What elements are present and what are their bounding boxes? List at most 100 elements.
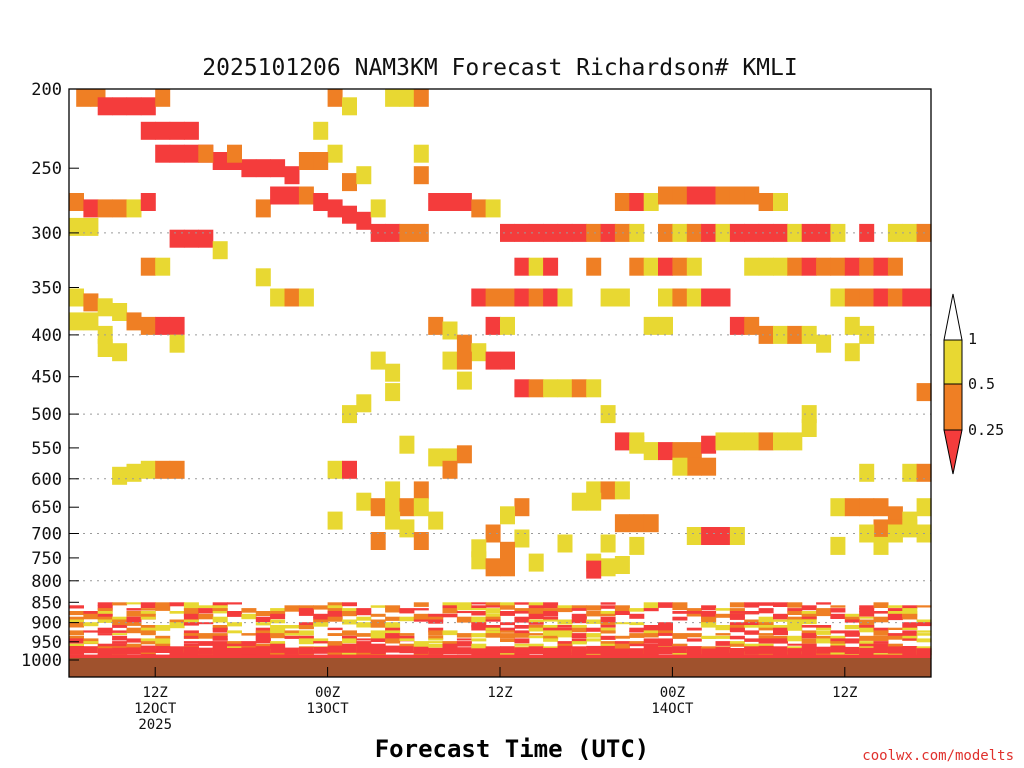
band-cell (399, 633, 415, 636)
heatmap-cell (155, 88, 171, 107)
y-tick-label: 950 (31, 633, 62, 653)
band-cell (600, 625, 616, 628)
band-cell (69, 630, 84, 636)
band-cell (744, 625, 760, 628)
band-cell (543, 605, 559, 609)
band-cell (514, 608, 530, 612)
band-cell (816, 638, 832, 644)
band-cell (69, 611, 84, 616)
heatmap-cell (773, 257, 788, 276)
y-tick-label: 350 (31, 279, 62, 299)
band-cell (787, 643, 803, 646)
surface-band (801, 648, 817, 656)
band-cell (140, 638, 156, 642)
heatmap-cell (399, 88, 415, 107)
band-cell (399, 616, 415, 622)
heatmap-cell (543, 257, 559, 276)
band-cell (514, 630, 530, 635)
heatmap-cell (442, 193, 458, 211)
band-cell (370, 613, 386, 617)
band-cell (701, 605, 717, 611)
y-tick-label: 800 (31, 572, 62, 592)
band-cell (83, 611, 99, 616)
band-cell (887, 635, 903, 640)
heatmap-cell (212, 152, 228, 170)
band-cell (859, 625, 875, 629)
heatmap-cell (456, 193, 472, 211)
x-tick-label: 12Z (832, 685, 857, 701)
band-cell (830, 635, 846, 641)
heatmap-cell (413, 88, 429, 107)
heatmap-cell (327, 88, 343, 107)
band-cell (600, 616, 616, 621)
band-cell (543, 616, 559, 621)
heatmap-cell (471, 199, 487, 218)
band-cell (198, 622, 214, 625)
band-cell (126, 608, 142, 611)
heatmap-cell (528, 553, 544, 572)
surface-band (873, 646, 889, 654)
band-cell (902, 651, 918, 656)
heatmap-cell (298, 186, 314, 205)
heatmap-cell (356, 394, 372, 413)
heatmap-cell (543, 223, 559, 242)
band-cell (672, 605, 688, 611)
band-cell (787, 625, 803, 631)
band-cell (801, 638, 817, 644)
band-cell (715, 608, 731, 611)
heatmap-cell (916, 288, 932, 307)
band-cell (600, 622, 616, 627)
heatmap-cell (385, 511, 401, 530)
heatmap-cell (701, 223, 717, 242)
heatmap-cell (370, 351, 386, 370)
heatmap-cell (715, 527, 731, 545)
heatmap-cell (744, 223, 760, 242)
band-cell (140, 611, 156, 616)
band-cell (500, 605, 515, 610)
colorbar-label: 1 (968, 330, 977, 348)
band-cell (629, 643, 645, 647)
band-cell (112, 622, 128, 626)
band-cell (227, 611, 242, 617)
heatmap-cell (902, 519, 918, 538)
heatmap-cell (672, 186, 688, 205)
band-cell (370, 605, 386, 608)
surface-band (183, 646, 199, 654)
heatmap-cell (284, 186, 300, 205)
band-cell (97, 602, 113, 607)
heatmap-cell (859, 223, 875, 242)
band-cell (126, 627, 142, 634)
band-cell (456, 638, 472, 641)
surface-band (155, 646, 171, 653)
band-cell (729, 627, 745, 633)
band-cell (801, 616, 817, 619)
band-cell (270, 643, 286, 648)
band-cell (112, 633, 128, 636)
surface-band (758, 645, 774, 653)
band-cell (399, 643, 415, 647)
heatmap-cell (69, 288, 84, 307)
band-cell (873, 643, 889, 648)
band-cell (873, 602, 889, 608)
band-cell (126, 622, 142, 626)
band-cell (428, 630, 444, 636)
heatmap-cell (112, 343, 128, 362)
band-cell (701, 619, 717, 625)
heatmap-cell (686, 223, 702, 242)
heatmap-cell (801, 405, 817, 424)
heatmap-cell (126, 97, 142, 116)
band-cell (773, 602, 788, 607)
band-cell (212, 619, 228, 623)
band-cell (643, 630, 659, 635)
surface-band (887, 646, 903, 654)
band-cell (370, 622, 386, 628)
heatmap-cell (413, 223, 429, 242)
heatmap-cell (916, 498, 932, 517)
band-cell (801, 619, 817, 624)
band-cell (485, 613, 501, 618)
plot-frame (68, 88, 932, 678)
heatmap-cell (83, 312, 99, 331)
heatmap-cell (413, 532, 429, 550)
surface-band (342, 645, 357, 653)
band-cell (97, 616, 113, 620)
